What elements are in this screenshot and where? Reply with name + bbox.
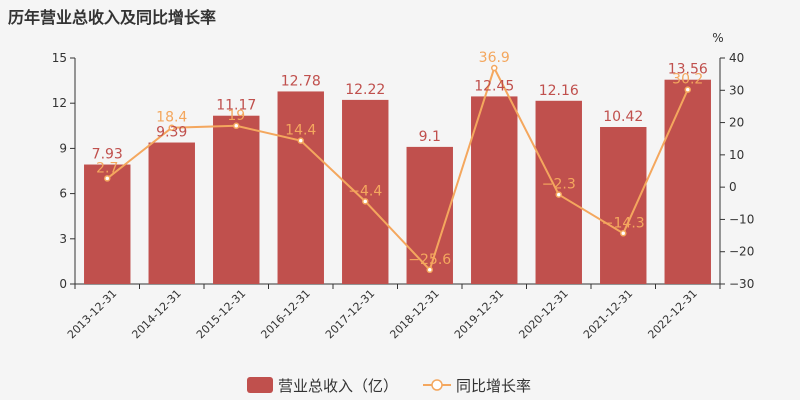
y-left-tick-label: 15 — [52, 51, 67, 65]
y-right-tick-label: 40 — [729, 51, 744, 65]
x-tick-label: 2019-12-31 — [452, 287, 506, 341]
growth-value-label: 36.9 — [479, 50, 510, 66]
growth-point — [362, 198, 369, 205]
growth-point — [620, 230, 627, 237]
y-right-tick-label: 10 — [729, 148, 744, 162]
x-tick-label: 2014-12-31 — [129, 287, 183, 341]
growth-value-label: −4.4 — [348, 183, 382, 199]
bar — [277, 91, 324, 284]
growth-value-label: 14.4 — [285, 123, 316, 139]
legend-growth-marker — [431, 379, 443, 391]
bar — [600, 127, 647, 284]
y-right-unit: % — [712, 31, 723, 45]
growth-point — [555, 191, 562, 198]
y-right-tick-label: −30 — [729, 277, 754, 291]
x-tick-label: 2022-12-31 — [645, 287, 699, 341]
growth-point — [104, 175, 111, 182]
growth-line — [104, 64, 691, 274]
bar — [342, 99, 389, 284]
y-right-tick-label: 0 — [729, 180, 737, 194]
growth-value-label: 30.2 — [672, 72, 703, 88]
data-labels: 7.93 9.39 11.17 12.78 12.22 9.1 12.45 12.16 10.4… — [92, 50, 708, 268]
chart-title: 历年营业总收入及同比增长率 — [8, 8, 217, 27]
x-tick-label: 2016-12-31 — [258, 287, 312, 341]
growth-point — [233, 122, 240, 130]
bar-value-label: 12.45 — [474, 78, 514, 94]
growth-value-label: 2.7 — [96, 160, 118, 176]
y-right-tick-label: −10 — [729, 212, 754, 226]
y-left-tick-label: 3 — [59, 232, 67, 246]
y-right-tick-label: 20 — [729, 116, 744, 130]
growth-point — [491, 64, 498, 72]
bar — [213, 115, 260, 285]
growth-point — [426, 266, 433, 274]
legend-growth-label: 同比增长率 — [456, 377, 531, 395]
growth-point — [297, 137, 304, 144]
y-right-tick-label: 30 — [729, 83, 744, 97]
y-left-tick-label: 12 — [52, 96, 67, 110]
bar-value-label: 9.1 — [419, 129, 441, 145]
bar — [664, 79, 711, 284]
growth-value-label: 19 — [227, 108, 245, 124]
legend-revenue-label: 营业总收入（亿） — [278, 377, 398, 395]
bar-value-label: 7.93 — [92, 147, 123, 163]
bar-value-label: 10.42 — [603, 109, 643, 125]
x-tick-label: 2017-12-31 — [323, 287, 377, 341]
bar-value-label: 12.78 — [281, 73, 321, 89]
y-right-tick-label: −20 — [729, 245, 754, 259]
growth-value-label: −25.6 — [408, 252, 451, 268]
x-tick-label: 2015-12-31 — [194, 287, 248, 341]
bar — [406, 146, 453, 284]
growth-value-label: 18.4 — [156, 110, 187, 126]
growth-value-label: −14.3 — [602, 215, 645, 231]
x-tick-label: 2018-12-31 — [387, 287, 441, 341]
y-left-tick-label: 6 — [59, 187, 67, 201]
bar-value-label: 12.22 — [345, 82, 385, 98]
x-tick-label: 2020-12-31 — [516, 287, 570, 341]
growth-value-label: −2.3 — [542, 177, 576, 193]
growth-point — [168, 124, 175, 131]
legend[interactable]: 营业总收入（亿） 同比增长率 — [247, 377, 531, 395]
bar — [148, 142, 195, 284]
growth-line-path — [106, 65, 689, 272]
x-tick-label: 2021-12-31 — [581, 287, 635, 341]
bar-value-label: 12.16 — [539, 83, 579, 99]
bar-value-label: 11.17 — [216, 98, 256, 114]
bar-value-label: 9.39 — [156, 125, 187, 141]
growth-point — [684, 86, 691, 93]
bars — [84, 79, 711, 285]
bar — [84, 164, 131, 284]
legend-revenue-swatch — [247, 377, 273, 393]
x-tick-label: 2013-12-31 — [65, 287, 119, 341]
bar — [471, 96, 518, 284]
y-left-tick-label: 9 — [59, 141, 67, 155]
bar-value-label: 13.56 — [668, 62, 708, 78]
y-left-tick-label: 0 — [59, 277, 67, 291]
